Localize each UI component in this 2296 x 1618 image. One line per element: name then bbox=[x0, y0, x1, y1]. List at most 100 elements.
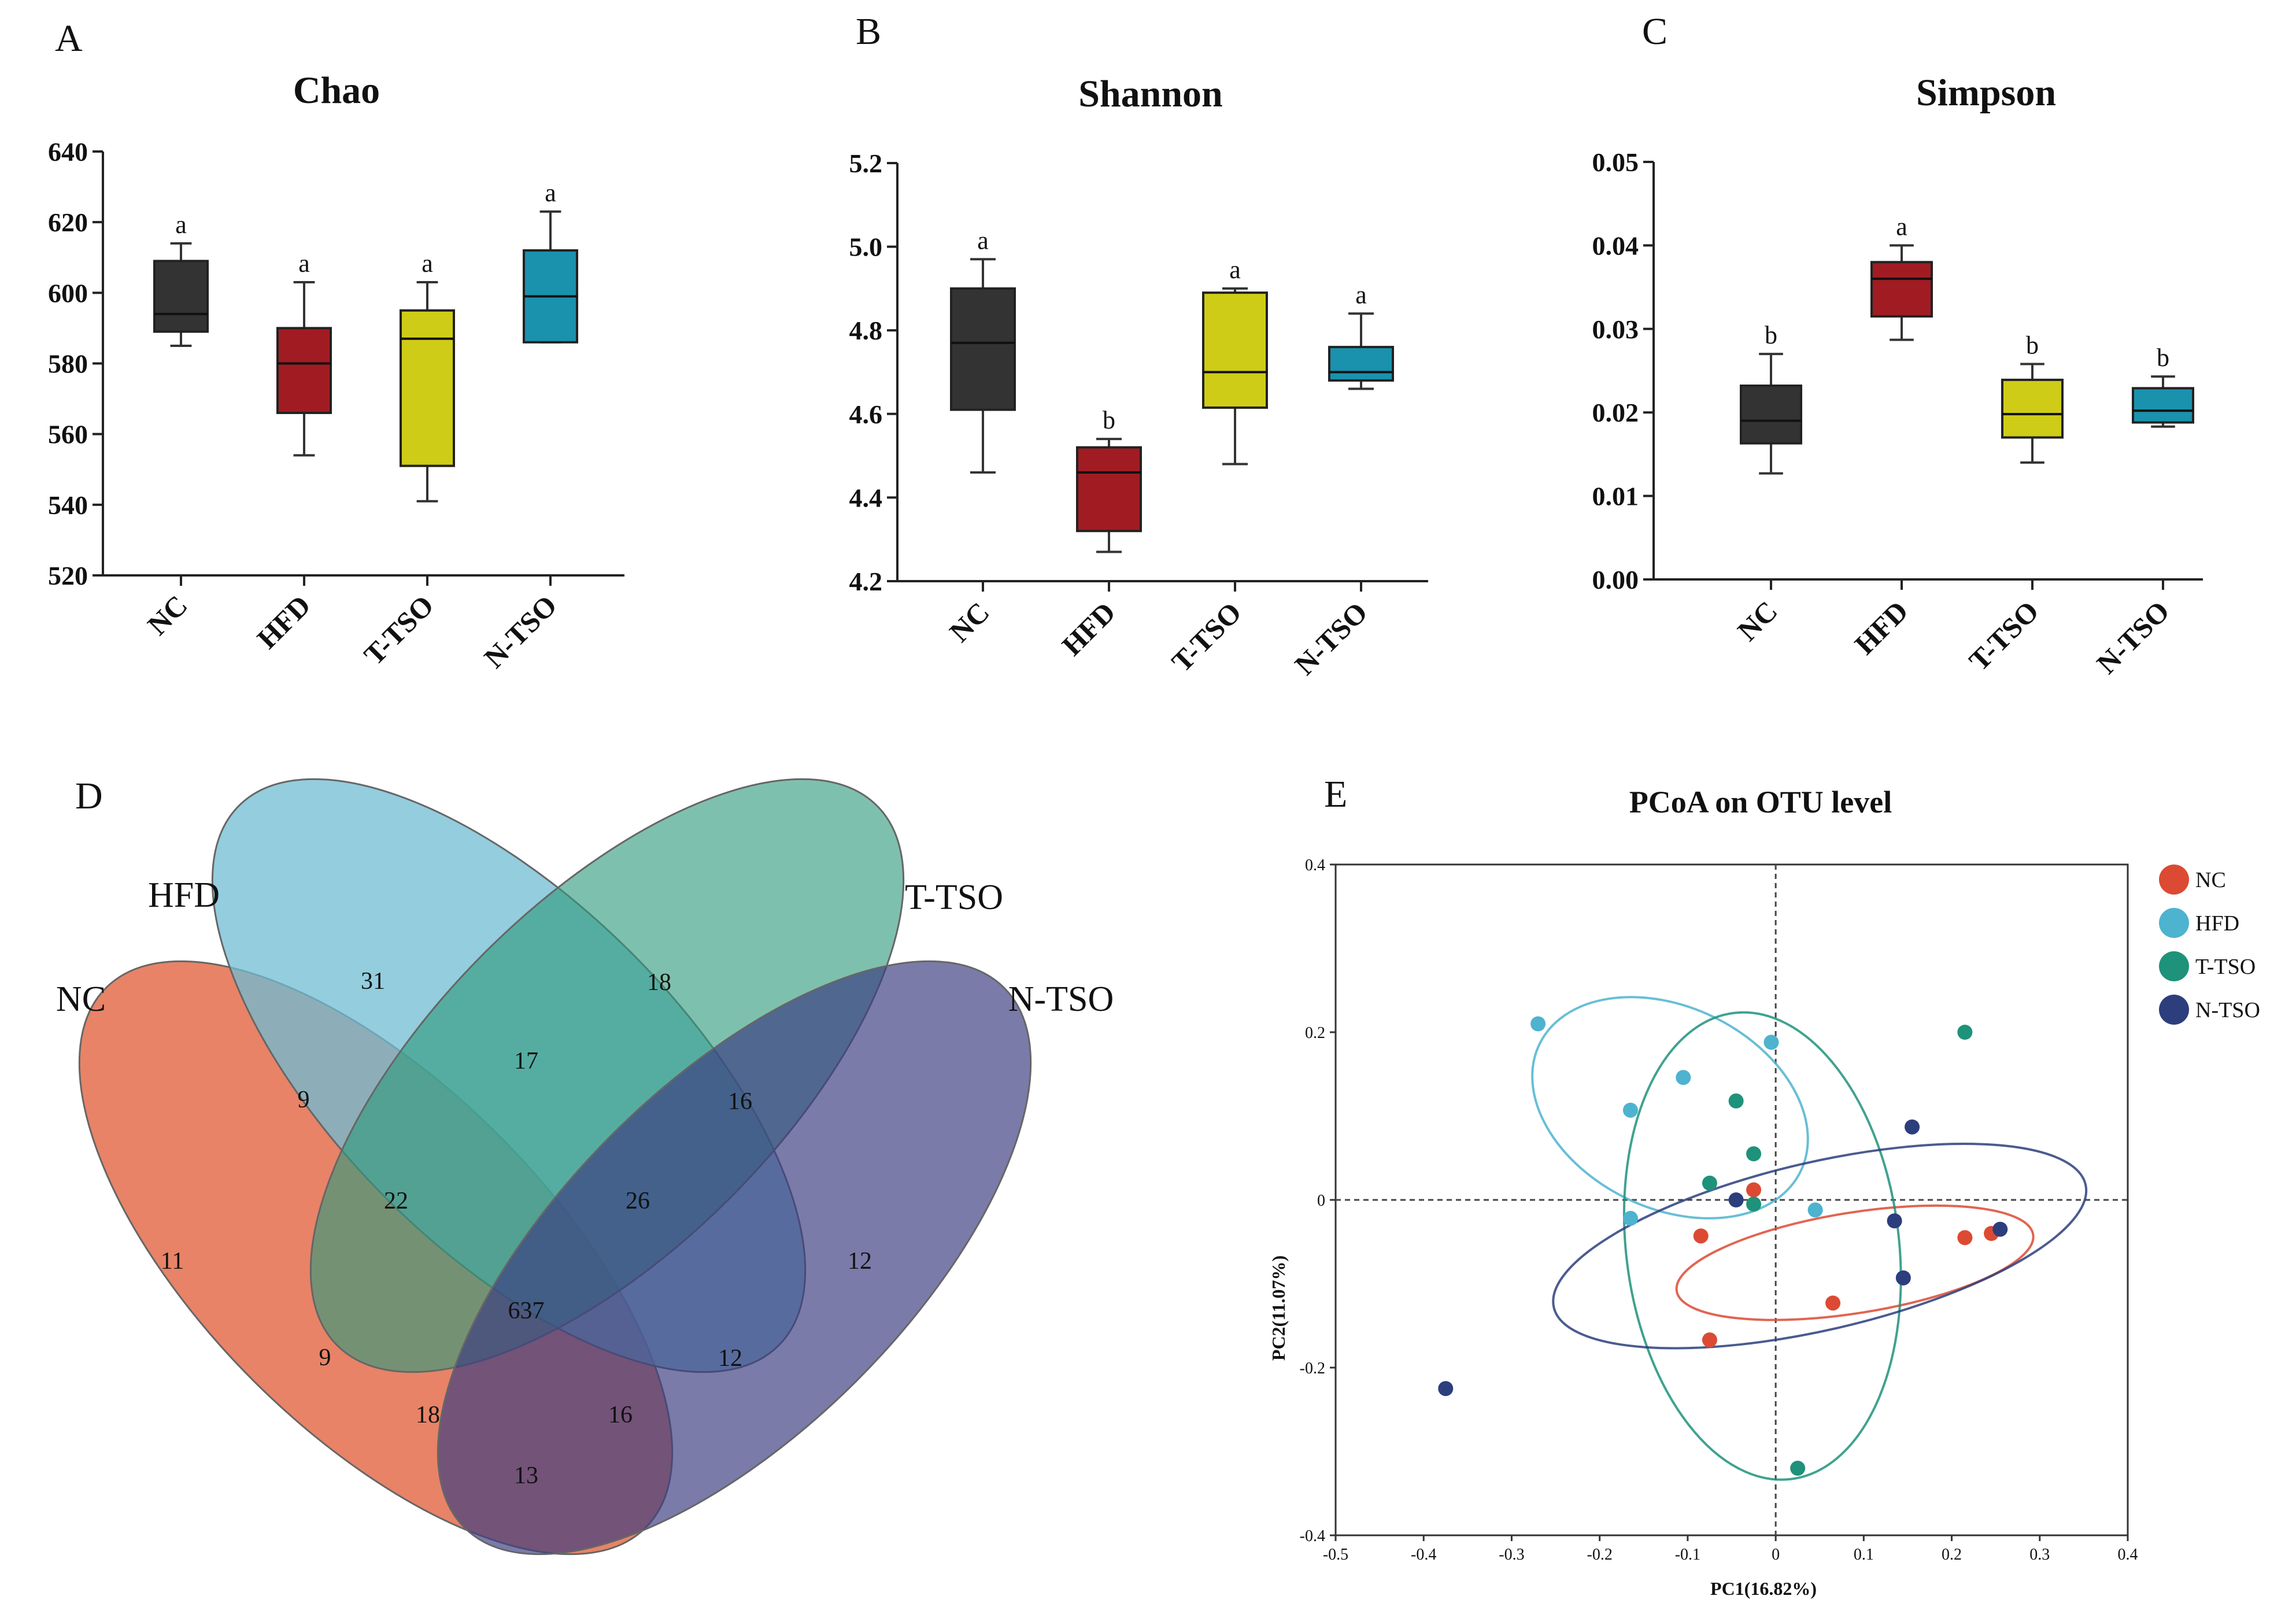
panel-a-box-t-tso bbox=[400, 309, 455, 467]
venn-count-t-tso: 18 bbox=[647, 969, 671, 996]
pcoa-ellipse-t-tso bbox=[1622, 1011, 1902, 1481]
pcoa-point-nc bbox=[1746, 1182, 1762, 1198]
venn-count-nc-hfd-n-tso: 16 bbox=[608, 1402, 633, 1428]
panel-c-y-tick-label: 0.04 bbox=[1592, 231, 1639, 260]
pcoa-point-t-tso bbox=[1746, 1196, 1762, 1212]
pcoa-point-n-tso bbox=[1438, 1381, 1454, 1397]
panel-c-y-tick-label: 0.00 bbox=[1592, 565, 1639, 594]
venn-shapes bbox=[78, 778, 1032, 1556]
pcoa-x-tick-label: -0.2 bbox=[1587, 1546, 1613, 1564]
panel-b-y-tick-label: 5.0 bbox=[849, 232, 883, 262]
panel-a-y-tick-label: 600 bbox=[48, 278, 88, 308]
legend-label-t-tso: T-TSO bbox=[2195, 955, 2256, 979]
pcoa-title: PCoA on OTU level bbox=[1629, 785, 1892, 819]
legend-label-n-tso: N-TSO bbox=[2195, 998, 2260, 1022]
pcoa-point-t-tso bbox=[1702, 1176, 1717, 1191]
panel-b-box-t-tso bbox=[1202, 291, 1268, 409]
panel-a-y-tick-label: 640 bbox=[48, 137, 88, 167]
pcoa-x-tick-label: -0.4 bbox=[1411, 1546, 1436, 1564]
pcoa-point-t-tso bbox=[1957, 1025, 1973, 1040]
panel-d-letter: D bbox=[75, 775, 103, 817]
panel-b-title: Shannon bbox=[1078, 73, 1223, 115]
legend-marker-hfd bbox=[2159, 908, 2189, 938]
panel-b-y-tick-label: 4.8 bbox=[849, 316, 883, 345]
panel-a-sig-letter: a bbox=[545, 179, 556, 207]
pcoa-x-tick-label: 0.4 bbox=[2118, 1546, 2138, 1564]
panel-c-box-nc bbox=[1740, 384, 1802, 445]
panel-b-axes: 4.2 4.4 4.6 4.8 5.0 5.2 bbox=[849, 149, 1428, 596]
panel-c-sig-letter: b bbox=[1765, 321, 1777, 349]
venn-count-nc-t-tso-n-tso: 18 bbox=[416, 1402, 440, 1428]
pcoa-point-hfd bbox=[1530, 1016, 1546, 1032]
venn-count-nc-hfd-t-tso: 22 bbox=[384, 1188, 408, 1214]
legend-marker-t-tso bbox=[2159, 951, 2189, 981]
panel-c-y-tick-label: 0.02 bbox=[1592, 398, 1639, 427]
pcoa-point-n-tso bbox=[1895, 1270, 1911, 1285]
venn-count-nc-n-tso: 13 bbox=[514, 1462, 538, 1489]
pcoa-x-tick-label: -0.5 bbox=[1323, 1546, 1348, 1564]
panel-b-box-n-tso bbox=[1328, 346, 1394, 382]
venn-count-nc-hfd-t-tso-n-tso: 637 bbox=[508, 1298, 545, 1324]
panel-a-sig-letter: a bbox=[298, 249, 310, 278]
panel-c-sig-letter: a bbox=[1896, 212, 1907, 241]
pcoa-point-hfd bbox=[1807, 1202, 1823, 1218]
panel-c-axes: 0.00 0.01 0.02 0.03 0.04 0.05 bbox=[1592, 147, 2203, 594]
pcoa-point-t-tso bbox=[1746, 1146, 1762, 1162]
panel-c-title: Simpson bbox=[1916, 72, 2056, 114]
venn-label-n-tso: N-TSO bbox=[1008, 980, 1114, 1019]
venn-label-t-tso: T-TSO bbox=[905, 878, 1003, 917]
panel-c-y-tick-label: 0.03 bbox=[1592, 315, 1639, 344]
pcoa-legend: NC HFD T-TSO N-TSO bbox=[2159, 865, 2260, 1025]
panel-c-letter: C bbox=[1642, 10, 1668, 53]
pcoa-ellipse-nc bbox=[1675, 1204, 2035, 1321]
panel-b-sig-letter: b bbox=[1103, 406, 1115, 434]
pcoa-x-tick-label: 0.3 bbox=[2029, 1546, 2050, 1564]
panel-c-box-n-tso bbox=[2132, 387, 2194, 424]
panel-e-letter: E bbox=[1324, 773, 1347, 815]
panel-e-pcoa: E PCoA on OTU level -0.5 -0.4 -0.3 -0.2 -0.1… bbox=[1268, 773, 2260, 1599]
pcoa-point-n-tso bbox=[1992, 1221, 2008, 1237]
panel-b-sig-letter: a bbox=[1355, 280, 1367, 309]
pcoa-x-tick-label: -0.1 bbox=[1675, 1546, 1700, 1564]
venn-count-nc-t-tso: 9 bbox=[319, 1344, 331, 1371]
panel-b-y-tick-label: 5.2 bbox=[849, 149, 883, 178]
pcoa-y-tick-label: 0 bbox=[1317, 1192, 1325, 1210]
pcoa-ellipse-n-tso bbox=[1552, 1143, 2088, 1350]
venn-count-hfd-t-tso: 17 bbox=[514, 1048, 538, 1074]
panel-a-y-tick-label: 620 bbox=[48, 208, 88, 237]
panel-c-box-t-tso bbox=[2001, 378, 2064, 439]
pcoa-x-tick-label: 0.2 bbox=[1942, 1546, 1962, 1564]
pcoa-x-tick-label: -0.3 bbox=[1499, 1546, 1524, 1564]
pcoa-point-t-tso bbox=[1790, 1461, 1806, 1476]
venn-label-hfd: HFD bbox=[148, 876, 220, 915]
pcoa-y-axis-label: PC2(11.07%) bbox=[1268, 1255, 1289, 1361]
venn-count-t-tso-n-tso: 16 bbox=[728, 1088, 752, 1115]
panel-a-y-tick-label: 580 bbox=[48, 349, 88, 379]
venn-count-n-tso: 12 bbox=[848, 1248, 872, 1275]
panel-a-box-hfd bbox=[276, 327, 332, 415]
legend-marker-nc bbox=[2159, 865, 2189, 895]
legend-marker-n-tso bbox=[2159, 995, 2189, 1025]
panel-a-box-nc bbox=[153, 260, 209, 333]
panel-c-box-hfd bbox=[1870, 261, 1933, 318]
pcoa-point-hfd bbox=[1622, 1102, 1638, 1118]
panel-b-letter: B bbox=[856, 10, 881, 53]
pcoa-x-tick-label: 0 bbox=[1772, 1546, 1780, 1564]
venn-count-nc-hfd: 9 bbox=[298, 1087, 310, 1113]
panel-b-y-tick-label: 4.4 bbox=[849, 483, 883, 512]
panel-c-y-tick-label: 0.05 bbox=[1592, 147, 1639, 177]
pcoa-point-n-tso bbox=[1728, 1192, 1744, 1207]
panel-a-y-tick-label: 540 bbox=[48, 490, 88, 520]
panel-d-venn: D NC HFD T-TSO N-TSO 11 31 18 12 9 17 16 22 26 63… bbox=[56, 775, 1114, 1556]
pcoa-plot: -0.5 -0.4 -0.3 -0.2 -0.1 0 0.1 0.2 0.3 0.4-0.4-0.… bbox=[1300, 856, 2138, 1564]
pcoa-x-tick-label: 0.1 bbox=[1854, 1546, 1874, 1564]
venn-region-counts: 11 31 18 12 9 17 16 22 26 637 9 12 18 16 13 bbox=[161, 968, 872, 1489]
pcoa-point-hfd bbox=[1763, 1035, 1779, 1050]
pcoa-point-n-tso bbox=[1905, 1119, 1920, 1135]
panel-c-sig-letter: b bbox=[2026, 331, 2039, 359]
panel-a-sig-letter: a bbox=[422, 249, 433, 278]
panel-a-sig-letter: a bbox=[175, 210, 187, 239]
pcoa-y-tick-label: -0.2 bbox=[1300, 1360, 1325, 1377]
pcoa-point-t-tso bbox=[1728, 1093, 1744, 1109]
